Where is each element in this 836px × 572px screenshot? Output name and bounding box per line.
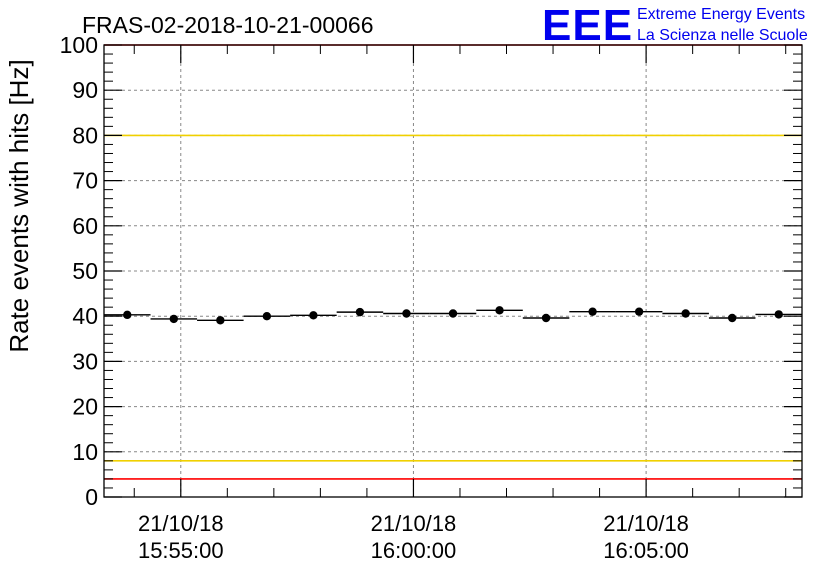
data-series [104,306,802,325]
data-point [216,316,225,325]
chart-title: FRAS-02-2018-10-21-00066 [82,12,374,38]
x-tick-label-date: 21/10/18 [371,511,457,536]
y-tick-label: 30 [72,348,98,374]
data-point [448,309,458,318]
data-point [262,312,272,321]
x-tick-label-time: 15:55:00 [138,538,224,563]
data-point [681,309,690,318]
data-point [495,306,504,315]
data-point [588,307,597,316]
x-tick-label-time: 16:00:00 [371,538,457,563]
y-tick-label: 20 [72,394,98,420]
data-point [169,314,178,324]
x-tick-label-time: 16:05:00 [603,538,689,563]
y-axis-label: Rate events with hits [Hz] [4,59,34,352]
data-point [541,313,551,323]
reference-lines [104,44,802,480]
axes: 010203040506070809010021/10/1815:55:0021… [60,32,802,563]
y-tick-label: 80 [72,122,98,148]
logo-mark: EEE [542,1,633,50]
data-point [123,310,132,320]
logo-line1: Extreme Energy Events [637,6,805,23]
data-point [634,307,644,316]
data-point [402,309,411,318]
x-tick-label-date: 21/10/18 [603,511,689,536]
grid [104,45,802,497]
y-tick-label: 40 [72,303,98,329]
logo-line2: La Scienza nelle Scuole [637,27,808,44]
y-tick-label: 70 [72,168,98,194]
y-tick-label: 10 [72,439,98,465]
y-tick-label: 60 [72,213,98,239]
y-tick-label: 100 [60,32,98,58]
x-tick-label-date: 21/10/18 [138,511,224,536]
data-point [774,310,783,319]
logo: EEE Extreme Energy Events La Scienza nel… [542,1,808,50]
y-tick-label: 50 [72,258,98,284]
y-tick-label: 0 [85,484,98,510]
y-tick-label: 90 [72,77,98,103]
data-point [355,307,365,317]
data-point [309,311,318,320]
data-point [728,313,737,323]
